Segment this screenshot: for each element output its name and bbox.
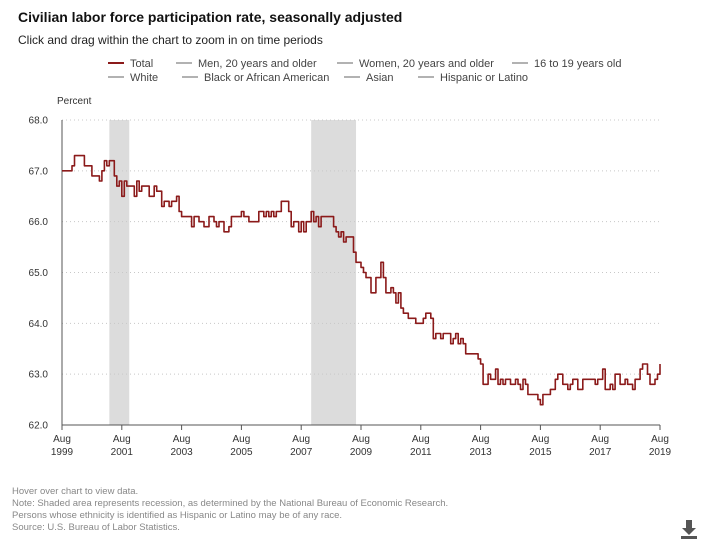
- legend-item[interactable]: Black or African American: [182, 72, 329, 84]
- chart-subtitle: Click and drag within the chart to zoom …: [18, 33, 323, 47]
- y-tick-label: 67.0: [29, 166, 49, 177]
- legend-item[interactable]: Men, 20 years and older: [176, 58, 317, 70]
- legend-item[interactable]: Total: [108, 58, 153, 70]
- x-tick-month: Aug: [591, 434, 609, 445]
- x-tick-year: 2005: [230, 447, 253, 458]
- x-tick-year: 2009: [350, 447, 373, 458]
- x-tick-year: 2013: [469, 447, 492, 458]
- legend-item[interactable]: 16 to 19 years old: [512, 58, 621, 70]
- chart-notes: Hover over chart to view data. Note: Sha…: [12, 486, 448, 534]
- x-tick-year: 2001: [111, 447, 134, 458]
- x-tick-year: 2007: [290, 447, 313, 458]
- x-tick-month: Aug: [651, 434, 669, 445]
- y-tick-label: 68.0: [29, 116, 49, 127]
- source-note: Source: U.S. Bureau of Labor Statistics.: [12, 522, 180, 533]
- legend-label: Asian: [366, 72, 394, 84]
- x-tick-year: 2017: [589, 447, 612, 458]
- x-tick-month: Aug: [173, 434, 191, 445]
- legend-item[interactable]: White: [108, 72, 158, 84]
- legend-item[interactable]: Asian: [344, 72, 394, 84]
- x-tick-year: 2015: [529, 447, 552, 458]
- legend-label: 16 to 19 years old: [534, 58, 621, 70]
- y-axis-label: Percent: [57, 96, 92, 107]
- x-tick-month: Aug: [53, 434, 71, 445]
- legend-item[interactable]: Hispanic or Latino: [418, 72, 528, 84]
- y-tick-label: 66.0: [29, 217, 49, 228]
- legend-label: Hispanic or Latino: [440, 72, 528, 84]
- recession-band: [311, 120, 357, 425]
- x-tick-month: Aug: [352, 434, 370, 445]
- x-tick-month: Aug: [412, 434, 430, 445]
- line-chart[interactable]: Total Men, 20 years and older Women, 20 ye…: [0, 0, 708, 480]
- legend-item[interactable]: Women, 20 years and older: [337, 58, 494, 70]
- x-tick-month: Aug: [472, 434, 490, 445]
- download-button[interactable]: [680, 518, 698, 540]
- x-tick-month: Aug: [233, 434, 251, 445]
- x-tick-month: Aug: [532, 434, 550, 445]
- y-tick-label: 65.0: [29, 268, 49, 279]
- y-tick-label: 64.0: [29, 319, 49, 330]
- legend-label: Black or African American: [204, 72, 329, 84]
- legend-label: White: [130, 72, 158, 84]
- hover-note: Hover over chart to view data.: [12, 486, 139, 497]
- recession-note: Note: Shaded area represents recession, …: [12, 498, 449, 509]
- ethnicity-note: Persons whose ethnicity is identified as…: [12, 510, 343, 521]
- series-line-total: [62, 154, 661, 406]
- x-tick-year: 1999: [51, 447, 74, 458]
- legend-label: Total: [130, 58, 153, 70]
- download-icon: [681, 520, 697, 539]
- chart-title: Civilian labor force participation rate,…: [18, 9, 403, 25]
- x-tick-month: Aug: [292, 434, 310, 445]
- legend-label: Men, 20 years and older: [198, 58, 317, 70]
- x-tick-month: Aug: [113, 434, 131, 445]
- x-tick-year: 2003: [170, 447, 193, 458]
- x-tick-year: 2019: [649, 447, 672, 458]
- legend-label: Women, 20 years and older: [359, 58, 494, 70]
- y-tick-label: 62.0: [29, 421, 49, 432]
- y-tick-label: 63.0: [29, 370, 49, 381]
- x-tick-year: 2011: [410, 447, 432, 458]
